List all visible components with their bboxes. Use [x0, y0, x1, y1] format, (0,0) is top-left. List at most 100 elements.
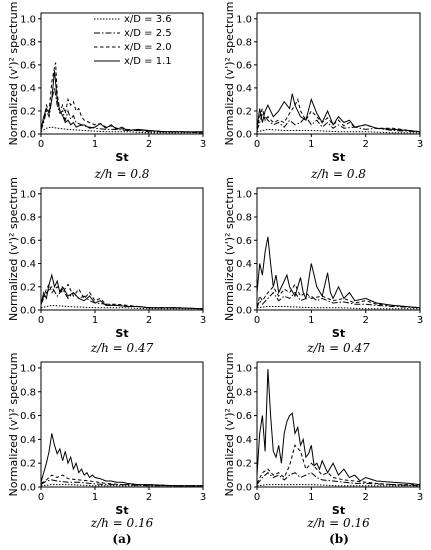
x-tick-label: 0 [38, 315, 44, 326]
y-tick-label: 0.4 [236, 259, 252, 270]
y-tick-label: 0.6 [236, 60, 252, 71]
x-tick-label: 3 [200, 492, 206, 503]
x-tick-label: 0 [38, 139, 44, 150]
y-tick-label: 0.6 [236, 236, 252, 247]
panel-caption: z/h = 0.16 [90, 516, 154, 530]
x-tick-label: 2 [362, 492, 368, 503]
x-axis-label: St [332, 504, 345, 517]
x-tick-label: 1 [92, 492, 98, 503]
y-tick-label: 0.2 [20, 106, 36, 117]
series-line-2.0 [41, 474, 203, 487]
y-tick-label: 0.6 [20, 236, 36, 247]
x-tick-label: 3 [200, 315, 206, 326]
x-tick-label: 0 [254, 492, 260, 503]
x-tick-label: 1 [92, 315, 98, 326]
x-axis-label: St [332, 327, 345, 340]
chart-panel-a_top: 0 1 2 3 0.0 0.2 0.4 0.6 0.8 1.0 St Normalized (v')²… [7, 2, 206, 181]
series-line-2.5 [41, 87, 203, 134]
y-tick-label: 0.8 [236, 37, 252, 48]
axes-frame [40, 361, 204, 488]
y-tick-label: 0.8 [236, 387, 252, 398]
x-tick-label: 0 [254, 315, 260, 326]
y-tick-label: 1.0 [236, 189, 252, 200]
x-axis-label: St [115, 327, 128, 340]
x-tick-label: 1 [308, 315, 314, 326]
series-line-2.0 [257, 283, 420, 309]
axes-frame [256, 12, 421, 135]
y-tick-label: 0.4 [20, 259, 36, 270]
y-axis-label: Normalized (v')² spectrum [223, 353, 236, 497]
series-line-1.1 [41, 273, 203, 310]
x-tick-label: 3 [417, 139, 423, 150]
y-tick-label: 0.2 [20, 282, 36, 293]
series-line-1.1 [257, 369, 420, 486]
axes-frame [40, 187, 204, 311]
y-axis-label: Normalized (v')² spectrum [7, 353, 20, 497]
chart-panel-b_bot: 0 1 2 3 0.0 0.2 0.4 0.6 0.8 1.0 St Normalized (v')²… [223, 353, 423, 530]
y-tick-label: 0.6 [20, 411, 36, 422]
axes-frame [256, 187, 421, 311]
y-axis-label: Normalized (v')² spectrum [223, 177, 236, 321]
x-tick-label: 2 [146, 492, 152, 503]
legend-label: x/D = 1.1 [124, 56, 172, 67]
y-tick-label: 0.6 [20, 60, 36, 71]
x-tick-label: 3 [417, 315, 423, 326]
axes-frame [40, 12, 204, 135]
y-axis-label: Normalized (v')² spectrum [223, 2, 236, 146]
y-tick-label: 0.8 [20, 37, 36, 48]
x-tick-label: 2 [146, 139, 152, 150]
figure-label-a: (a) [112, 532, 131, 546]
y-tick-label: 1.0 [236, 14, 252, 25]
y-tick-label: 0.2 [20, 459, 36, 470]
y-tick-label: 1.0 [20, 363, 36, 374]
series-line-2.0 [41, 62, 203, 134]
y-tick-label: 0.4 [20, 83, 36, 94]
y-tick-label: 1.0 [20, 14, 36, 25]
axes-frame [256, 361, 421, 488]
y-tick-label: 0.8 [20, 213, 36, 224]
y-tick-label: 0.6 [236, 411, 252, 422]
x-tick-label: 2 [146, 315, 152, 326]
panel-caption: z/h = 0.8 [310, 167, 366, 181]
panel-caption: z/h = 0.8 [94, 167, 150, 181]
y-tick-label: 0.8 [236, 213, 252, 224]
x-tick-label: 1 [92, 139, 98, 150]
legend-label: x/D = 2.5 [124, 28, 172, 39]
series-line-1.1 [257, 93, 420, 133]
x-axis-label: St [115, 504, 128, 517]
y-tick-label: 0.0 [236, 483, 252, 494]
series-line-2.5 [257, 112, 420, 133]
y-tick-label: 0.0 [20, 306, 36, 317]
series-line-1.1 [41, 433, 203, 487]
series-line-2.0 [41, 283, 203, 310]
series-line-1.1 [257, 236, 420, 309]
x-tick-label: 3 [200, 139, 206, 150]
series-line-2.0 [257, 97, 420, 133]
panel-caption: z/h = 0.47 [90, 341, 154, 355]
y-tick-label: 1.0 [20, 189, 36, 200]
x-tick-label: 3 [417, 492, 423, 503]
x-tick-label: 2 [362, 139, 368, 150]
legend: x/D = 3.6 x/D = 2.5 x/D = 2.0 x/D = 1.1 [94, 14, 172, 67]
panel-caption: z/h = 0.47 [306, 341, 370, 355]
y-tick-label: 0.0 [20, 130, 36, 141]
x-tick-label: 0 [254, 139, 260, 150]
y-tick-label: 0.4 [236, 435, 252, 446]
series-line-3.6 [41, 126, 203, 134]
y-tick-label: 0.2 [236, 106, 252, 117]
x-tick-label: 1 [308, 139, 314, 150]
y-axis-label: Normalized (v')² spectrum [7, 2, 20, 146]
series-line-3.6 [257, 306, 420, 310]
x-axis-label: St [332, 151, 345, 164]
y-tick-label: 0.0 [20, 483, 36, 494]
y-tick-label: 0.2 [236, 459, 252, 470]
x-tick-label: 0 [38, 492, 44, 503]
series-line-2.0 [257, 444, 420, 486]
series-line-2.5 [257, 472, 420, 487]
y-tick-label: 1.0 [236, 363, 252, 374]
chart-panel-a_mid: 0 1 2 3 0.0 0.2 0.4 0.6 0.8 1.0 St Normalized (v')²… [7, 177, 206, 355]
figure-label-b: (b) [329, 532, 349, 546]
y-tick-label: 0.2 [236, 282, 252, 293]
x-tick-label: 2 [362, 315, 368, 326]
